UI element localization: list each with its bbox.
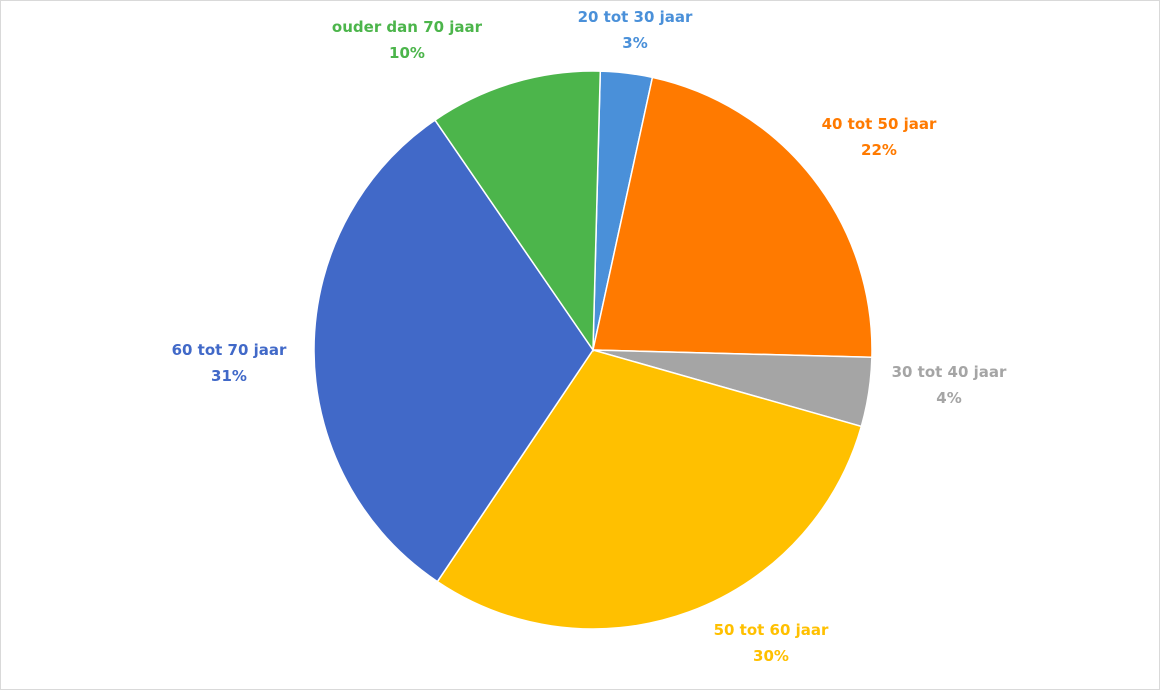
slice-category-label: 60 tot 70 jaar — [172, 341, 287, 359]
pie-labels: 20 tot 30 jaar 3% 40 tot 50 jaar 22% 30 tot … — [172, 8, 1007, 665]
slice-value-label: 22% — [861, 141, 897, 159]
slice-value-label: 31% — [211, 367, 247, 385]
slice-value-label: 4% — [936, 389, 961, 407]
pie-slice — [592, 76, 873, 359]
slice-value-label: 30% — [753, 647, 789, 665]
slice-value-label: 10% — [389, 44, 425, 62]
pie-slice — [313, 119, 594, 583]
slice-category-label: ouder dan 70 jaar — [332, 18, 483, 36]
pie-slices — [313, 70, 873, 630]
slice-value-label: 3% — [622, 34, 647, 52]
slice-category-label: 40 tot 50 jaar — [822, 115, 937, 133]
slice-category-label: 30 tot 40 jaar — [892, 363, 1007, 381]
pie-slice — [436, 349, 863, 630]
slice-category-label: 20 tot 30 jaar — [578, 8, 693, 26]
pie-slice — [433, 70, 602, 353]
slice-category-label: 50 tot 60 jaar — [714, 621, 829, 639]
